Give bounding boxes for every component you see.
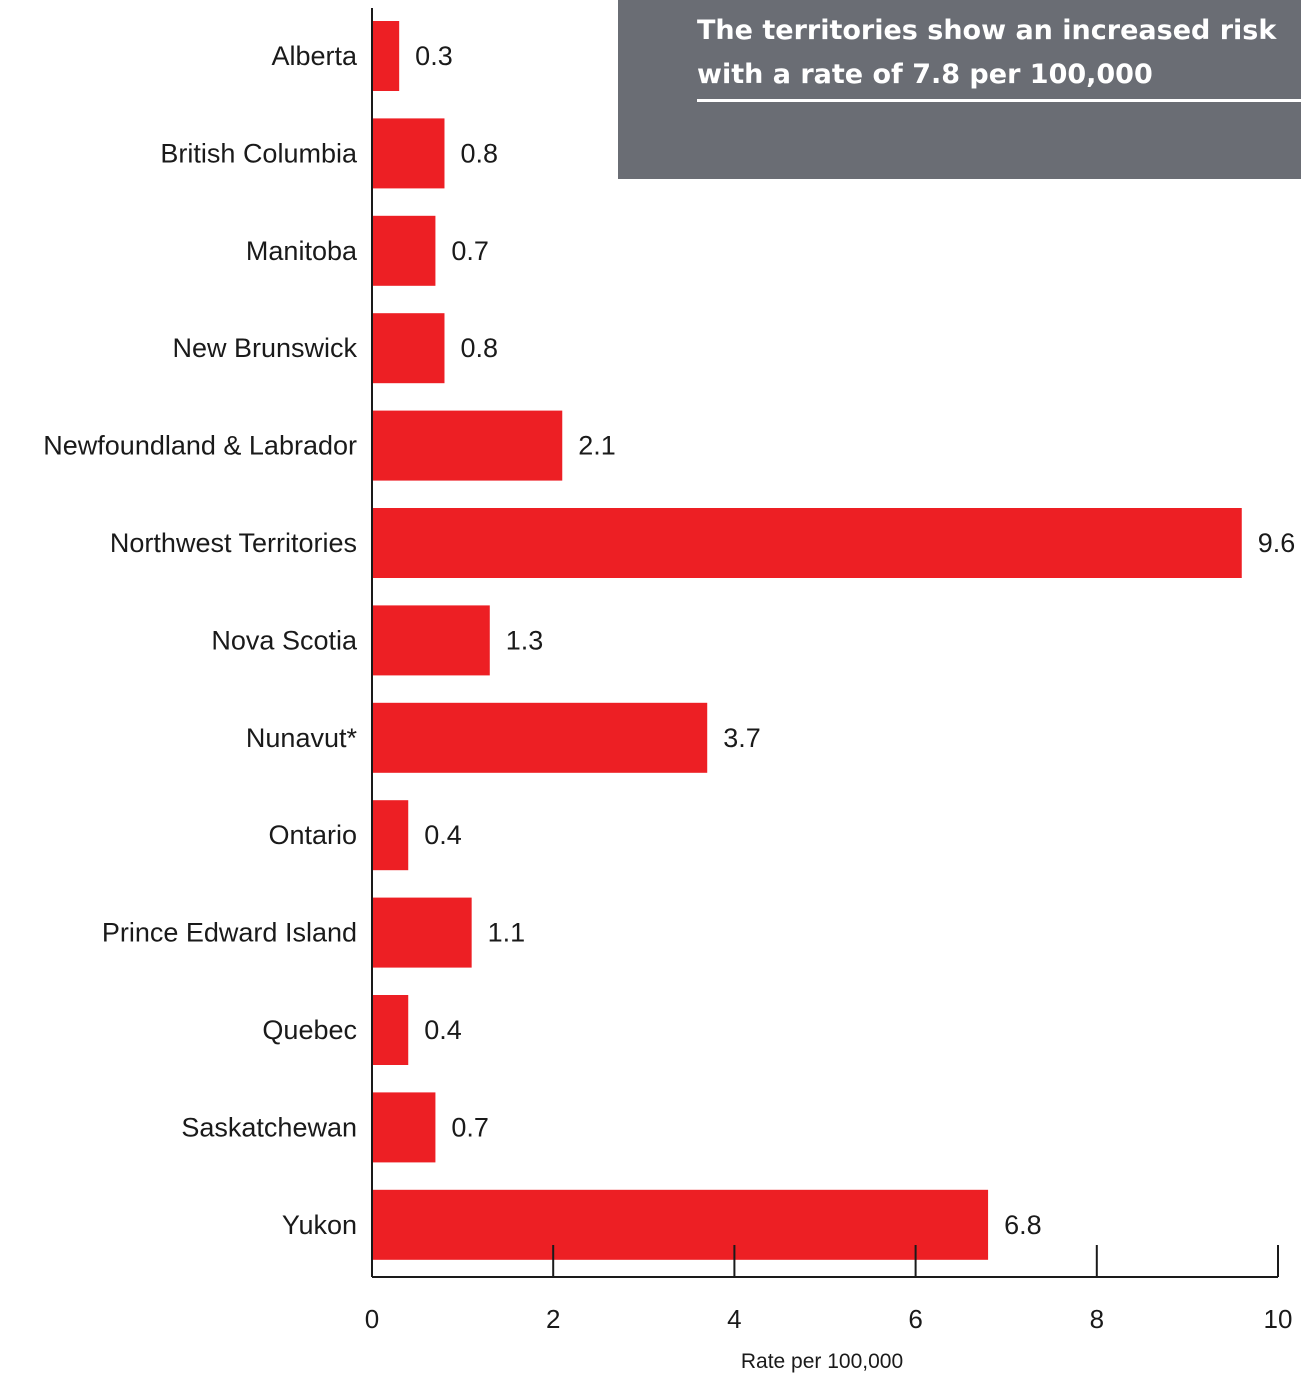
category-labels: Alberta British Columbia Manitoba New Bruns…	[43, 41, 358, 1240]
value-label: 0.4	[424, 820, 462, 850]
value-label: 1.3	[506, 625, 544, 655]
x-tick-label: 0	[365, 1304, 379, 1334]
value-label: 0.3	[415, 41, 453, 71]
value-label: 2.1	[578, 431, 616, 461]
category-label: Prince Edward Island	[102, 918, 357, 948]
category-label: New Brunswick	[172, 333, 357, 363]
value-labels: 0.3 0.8 0.7 0.8 2.1 9.6 1.3 3.7 0.4 1.1 0.4 0.7 6.8	[415, 41, 1295, 1240]
bar-0	[373, 21, 400, 91]
category-label: Saskatchewan	[181, 1112, 357, 1142]
category-label: Ontario	[268, 820, 357, 850]
x-tick-label: 8	[1090, 1304, 1104, 1334]
category-label: Alberta	[271, 41, 358, 71]
bar-8	[373, 800, 409, 871]
value-label: 0.7	[451, 236, 489, 266]
value-label: 0.8	[460, 138, 498, 168]
callout-text: The territories show an increased risk w…	[697, 15, 1277, 90]
x-tick-label: 6	[908, 1304, 922, 1334]
bar-1	[373, 118, 445, 189]
bar-5	[373, 508, 1242, 578]
bars-group	[373, 21, 1242, 1260]
bar-9	[373, 897, 472, 968]
bar-7	[373, 702, 708, 773]
category-label: Quebec	[262, 1015, 357, 1045]
bar-11	[373, 1092, 436, 1163]
bar-4	[373, 410, 563, 481]
bar-3	[373, 313, 445, 384]
value-label: 6.8	[1004, 1210, 1042, 1240]
x-tick-label: 4	[727, 1304, 741, 1334]
x-axis-ticks: 0 2 4 6 8 10	[365, 1245, 1293, 1334]
bar-2	[373, 215, 436, 286]
x-tick-label: 2	[546, 1304, 560, 1334]
value-label: 0.4	[424, 1015, 462, 1045]
value-label: 9.6	[1258, 528, 1296, 558]
bar-10	[373, 995, 409, 1065]
x-axis-title: Rate per 100,000	[741, 1350, 903, 1373]
bar-12	[373, 1189, 989, 1260]
category-label: Manitoba	[246, 236, 358, 266]
category-label: Northwest Territories	[110, 528, 357, 558]
category-label: Nunavut*	[246, 723, 358, 753]
category-label: British Columbia	[160, 138, 358, 168]
value-label: 0.8	[460, 333, 498, 363]
category-label: Newfoundland & Labrador	[43, 431, 357, 461]
value-label: 3.7	[723, 723, 761, 753]
x-tick-label: 10	[1264, 1304, 1293, 1334]
category-label: Yukon	[282, 1210, 357, 1240]
category-label: Nova Scotia	[211, 625, 358, 655]
value-label: 0.7	[451, 1112, 489, 1142]
callout-underline	[697, 99, 1301, 102]
value-label: 1.1	[488, 918, 526, 948]
callout-box: The territories show an increased risk w…	[618, 0, 1301, 179]
bar-6	[373, 605, 490, 676]
